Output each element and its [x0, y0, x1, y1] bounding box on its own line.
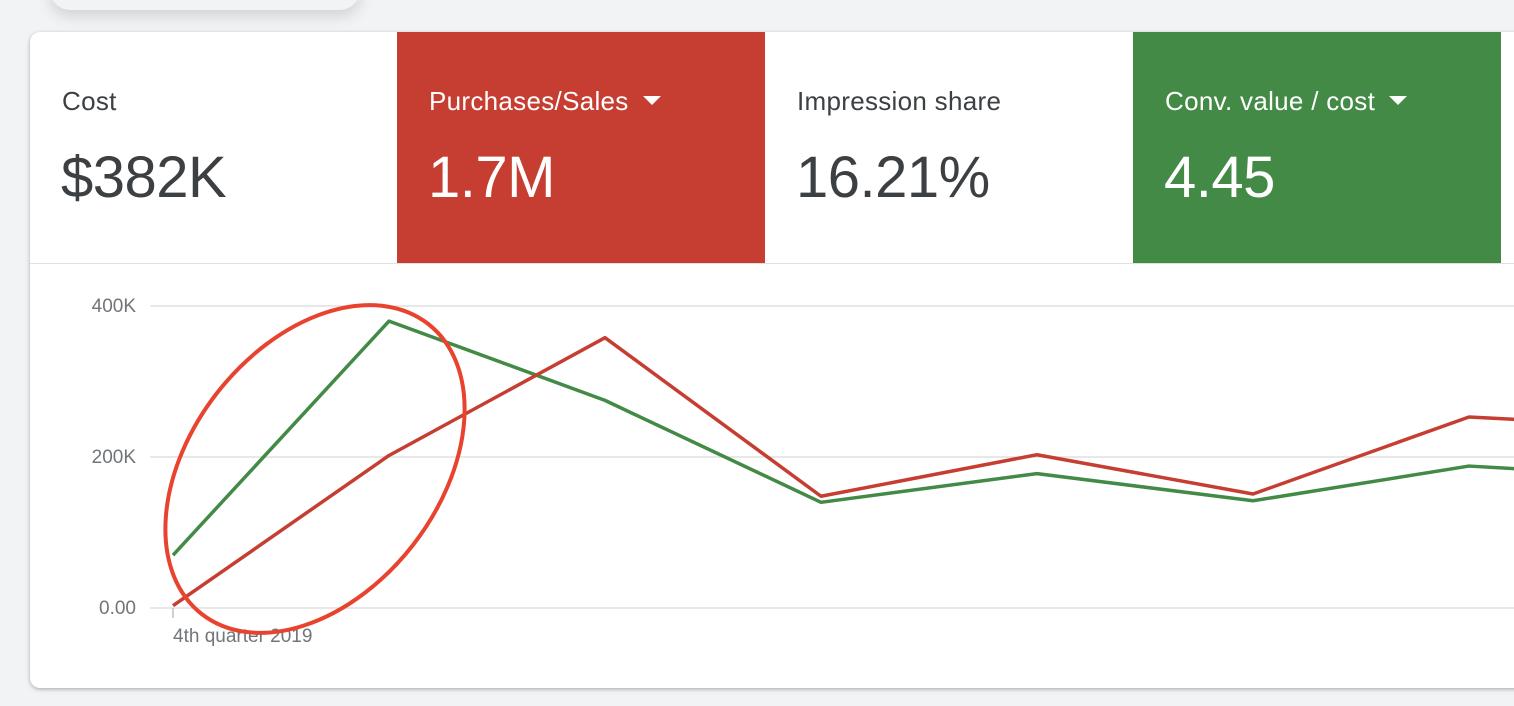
- metric-conv-value-cost-label-wrap: Conv. value / cost: [1165, 86, 1408, 117]
- metric-purchases-sales-label: Purchases/Sales: [429, 86, 629, 116]
- metric-conv-value-cost-label: Conv. value / cost: [1165, 86, 1376, 116]
- metric-impression-share-label: Impression share: [797, 86, 1002, 116]
- metric-impression-share[interactable]: Impression share 16.21%: [765, 32, 1133, 263]
- metric-purchases-sales-label-wrap: Purchases/Sales: [429, 86, 661, 117]
- chart-series: [171, 319, 1514, 608]
- annotation-ellipse: [163, 303, 467, 635]
- metric-conv-value-cost-value: 4.45: [1164, 145, 1275, 210]
- chart-gridlines: [150, 305, 1514, 609]
- metric-cost-label: Cost: [62, 86, 117, 116]
- series-line-green: [171, 319, 1514, 557]
- y-tick-label: 200K: [92, 447, 137, 468]
- caret-down-icon[interactable]: [642, 95, 661, 105]
- metric-conv-value-cost[interactable]: Conv. value / cost 4.45: [1133, 32, 1501, 263]
- metric-purchases-sales-value: 1.7M: [428, 145, 555, 210]
- metric-cost-value: $382K: [61, 145, 227, 210]
- metric-impression-share-value: 16.21%: [796, 145, 990, 210]
- metric-cost[interactable]: Cost $382K: [30, 32, 398, 263]
- caret-down-icon[interactable]: [1389, 95, 1408, 105]
- y-tick-label: 0.00: [99, 598, 136, 619]
- metric-tiles: Cost $382K Purchases/Sales 1.7M Impressi…: [30, 32, 1514, 264]
- top-bar-shadow: [50, 0, 360, 10]
- series-line-red: [172, 335, 1514, 608]
- chart-y-ticks: 0.00 200K 400K: [92, 296, 137, 619]
- metric-purchases-sales[interactable]: Purchases/Sales 1.7M: [397, 32, 765, 263]
- performance-card: Cost $382K Purchases/Sales 1.7M Impressi…: [30, 32, 1514, 688]
- y-tick-label: 400K: [92, 296, 137, 317]
